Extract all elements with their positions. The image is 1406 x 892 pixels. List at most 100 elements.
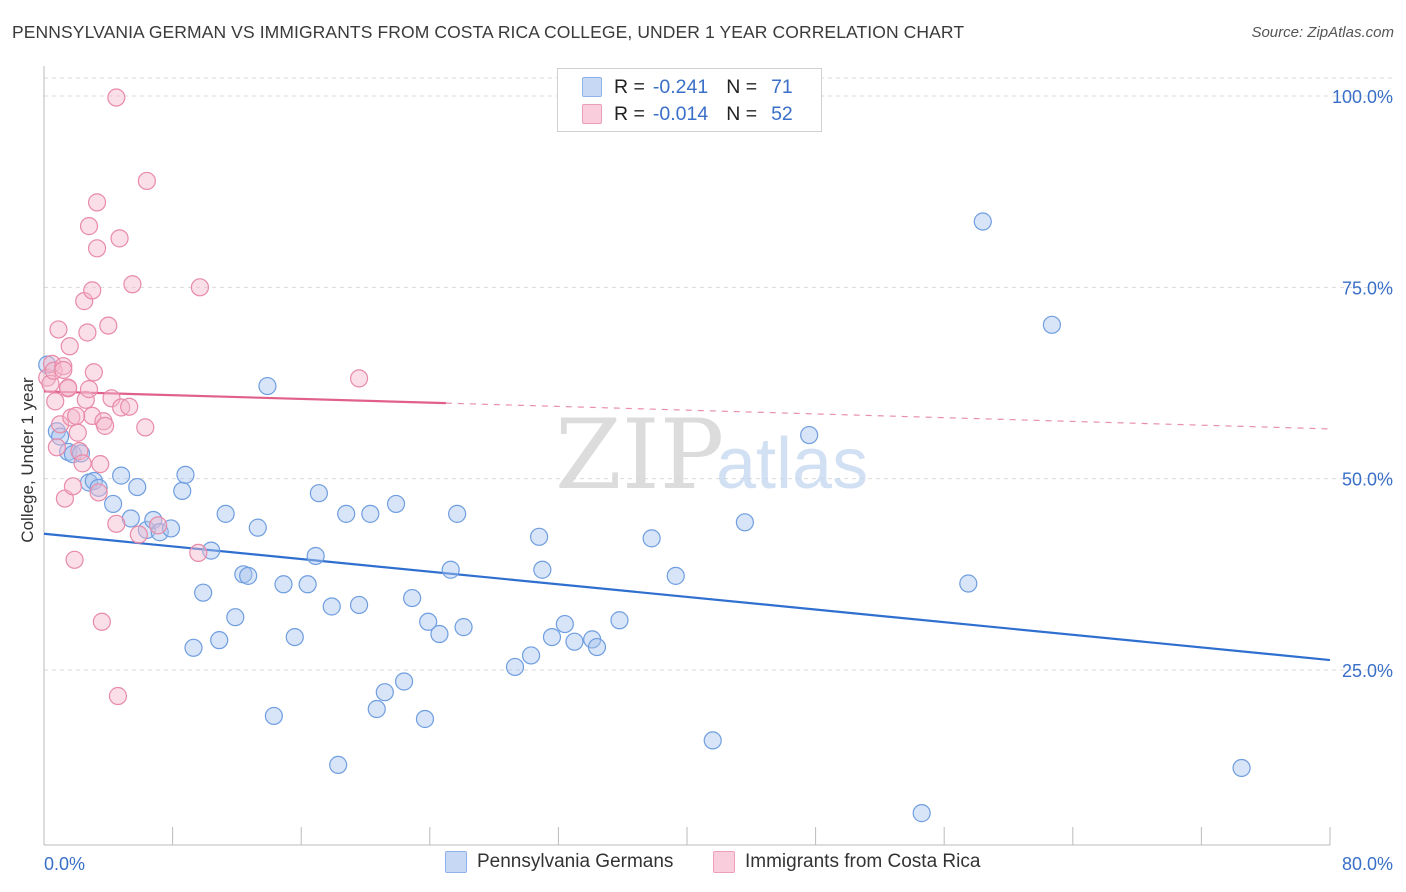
legend-n-label-2: N = xyxy=(726,102,758,125)
point-pennsylvania-germans xyxy=(441,560,460,579)
point-pennsylvania-germans xyxy=(521,646,541,665)
point-pennsylvania-germans xyxy=(258,376,277,396)
point-costa-rica xyxy=(79,380,99,399)
point-costa-rica xyxy=(189,543,208,563)
point-pennsylvania-germans xyxy=(703,731,722,750)
point-costa-rica xyxy=(68,423,87,442)
point-pennsylvania-germans xyxy=(394,672,414,691)
source-label: Source: ZipAtlas.com xyxy=(1251,24,1394,41)
legend-row-1: R = -0.241 N = 71 xyxy=(582,75,793,99)
point-pennsylvania-germans xyxy=(322,597,341,616)
point-costa-rica xyxy=(99,316,118,335)
point-costa-rica xyxy=(123,275,142,294)
point-pennsylvania-germans xyxy=(448,504,467,523)
legend: R = -0.241 N = 71 R = -0.014 N = 52 xyxy=(557,68,822,132)
point-costa-rica xyxy=(59,378,78,397)
point-pennsylvania-germans xyxy=(349,595,369,615)
point-pennsylvania-germans xyxy=(367,699,386,719)
point-costa-rica xyxy=(120,397,139,416)
point-costa-rica xyxy=(129,525,148,544)
point-costa-rica xyxy=(73,454,92,473)
trend-lines xyxy=(43,390,1331,662)
point-costa-rica xyxy=(50,415,70,434)
point-pennsylvania-germans xyxy=(89,478,108,497)
point-pennsylvania-germans xyxy=(104,494,123,514)
point-costa-rica xyxy=(83,281,102,300)
point-pennsylvania-germans xyxy=(642,529,661,548)
point-pennsylvania-germans xyxy=(184,638,203,657)
data-points xyxy=(38,88,1251,823)
point-pennsylvania-germans xyxy=(226,608,245,627)
trend-line-pennsylvania-germans xyxy=(43,532,1331,662)
trend-line-costa-rica-dashed xyxy=(445,402,1331,430)
point-costa-rica xyxy=(107,88,126,107)
point-costa-rica xyxy=(95,416,115,435)
point-pennsylvania-germans xyxy=(666,566,685,585)
bottom-legend-label-2: Immigrants from Costa Rica xyxy=(745,851,981,872)
point-costa-rica xyxy=(60,337,79,356)
point-pennsylvania-germans xyxy=(454,618,473,637)
point-pennsylvania-germans xyxy=(386,494,406,514)
legend-row-2: R = -0.014 N = 52 xyxy=(582,102,793,126)
y-tick-label: 25.0% xyxy=(1342,661,1393,681)
point-pennsylvania-germans xyxy=(1232,758,1251,778)
point-pennsylvania-germans xyxy=(329,755,348,775)
point-pennsylvania-germans xyxy=(542,627,562,647)
point-costa-rica xyxy=(87,193,107,212)
point-pennsylvania-germans xyxy=(430,624,449,644)
point-costa-rica xyxy=(78,323,97,342)
watermark: ZIP atlas xyxy=(555,399,868,511)
point-costa-rica xyxy=(65,550,84,569)
point-pennsylvania-germans xyxy=(150,523,169,542)
point-costa-rica xyxy=(44,361,63,380)
point-costa-rica xyxy=(91,455,110,474)
y-tick-label: 50.0% xyxy=(1342,470,1393,490)
point-pennsylvania-germans xyxy=(298,575,317,594)
legend-swatch-2 xyxy=(582,104,602,124)
point-pennsylvania-germans xyxy=(800,425,819,445)
point-pennsylvania-germans xyxy=(555,614,574,634)
point-pennsylvania-germans xyxy=(375,683,394,702)
bottom-legend-label-1: Pennsylvania Germans xyxy=(477,851,674,872)
point-costa-rica xyxy=(190,278,210,297)
point-pennsylvania-germans xyxy=(403,588,422,608)
point-pennsylvania-germans xyxy=(912,804,931,823)
point-costa-rica xyxy=(89,483,108,502)
bottom-legend-swatch-1 xyxy=(445,851,467,873)
point-pennsylvania-germans xyxy=(306,546,325,566)
point-pennsylvania-germans xyxy=(610,611,629,630)
point-costa-rica xyxy=(42,354,62,373)
legend-n-value-1: 71 xyxy=(771,75,793,98)
legend-r-value-1: -0.241 xyxy=(652,75,709,98)
point-pennsylvania-germans xyxy=(264,706,283,726)
point-pennsylvania-germans xyxy=(248,518,267,537)
point-pennsylvania-germans xyxy=(735,513,754,532)
legend-r-label-1: R = xyxy=(614,75,645,98)
point-costa-rica xyxy=(47,438,66,457)
point-pennsylvania-germans xyxy=(239,566,258,585)
bottom-legend-swatch-2 xyxy=(713,851,735,873)
point-pennsylvania-germans xyxy=(194,583,213,602)
point-costa-rica xyxy=(110,229,129,248)
point-pennsylvania-germans xyxy=(361,504,380,523)
legend-n-label-1: N = xyxy=(726,75,758,98)
point-costa-rica xyxy=(54,357,73,376)
point-costa-rica xyxy=(83,406,102,426)
point-pennsylvania-germans xyxy=(505,657,525,677)
watermark-zip: ZIP xyxy=(555,399,724,511)
point-costa-rica xyxy=(102,389,121,408)
point-costa-rica xyxy=(92,612,111,631)
point-costa-rica xyxy=(49,320,68,339)
point-costa-rica xyxy=(46,392,65,411)
point-pennsylvania-germans xyxy=(530,527,549,546)
point-pennsylvania-germans xyxy=(112,466,131,485)
trend-line-costa-rica xyxy=(43,390,446,405)
point-pennsylvania-germans xyxy=(309,484,328,503)
point-pennsylvania-germans xyxy=(533,560,552,579)
point-pennsylvania-germans xyxy=(285,627,304,647)
point-costa-rica xyxy=(84,363,103,382)
point-costa-rica xyxy=(79,217,99,236)
x-tick-label-min: 0.0% xyxy=(44,854,85,874)
point-costa-rica xyxy=(136,418,155,437)
legend-swatch-1 xyxy=(582,77,602,97)
